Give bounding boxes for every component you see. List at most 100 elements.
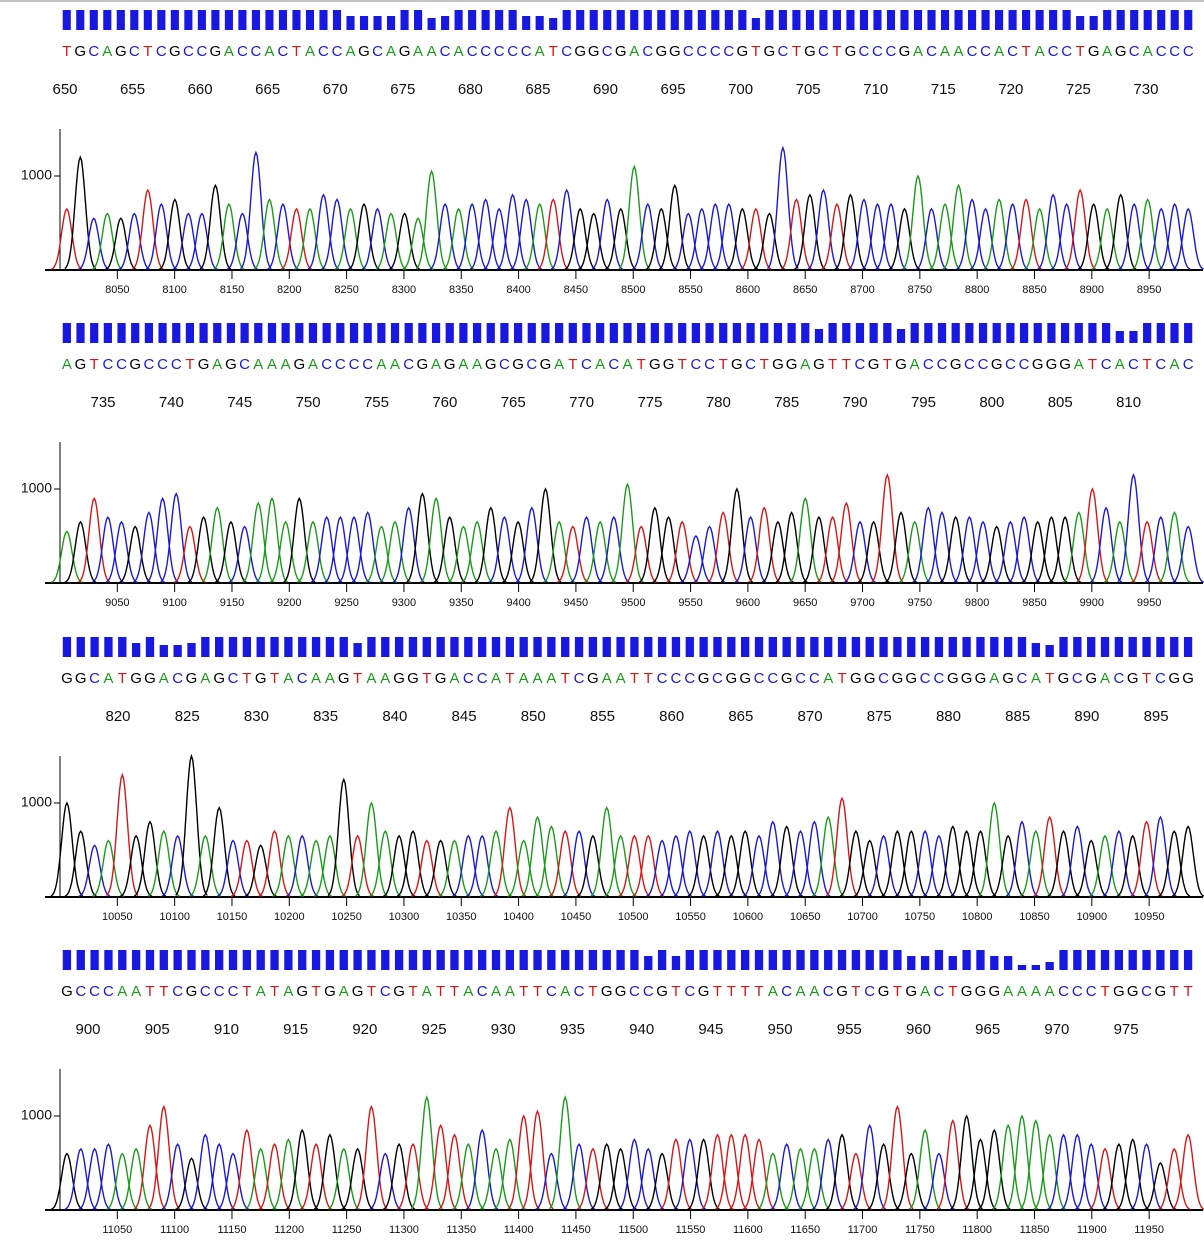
base-letter: G [950, 356, 962, 373]
quality-bar [387, 16, 395, 30]
quality-bar [796, 950, 804, 970]
trace-peak [79, 845, 111, 896]
base-letter: T [242, 670, 251, 687]
base-letter: C [237, 43, 248, 60]
quality-bar [309, 323, 317, 343]
quality-bar [755, 637, 763, 657]
trace-peak [899, 522, 930, 582]
base-letter: A [366, 670, 376, 687]
base-letter: C [561, 43, 572, 60]
trace-peak [439, 1135, 471, 1209]
base-letter: G [417, 356, 429, 373]
base-letter: G [1085, 670, 1097, 687]
trace-peak [729, 831, 761, 896]
x-tick-label: 8050 [105, 284, 129, 296]
quality-bar [1170, 323, 1178, 343]
quality-bar [487, 323, 495, 343]
base-letter: G [850, 670, 862, 687]
base-letter: T [561, 670, 570, 687]
base-letter: T [1143, 356, 1152, 373]
trace-peak [270, 522, 301, 582]
quality-bar [455, 10, 463, 30]
base-letter: G [130, 670, 142, 687]
quality-bar [603, 637, 611, 657]
quality-bar [174, 950, 182, 970]
base-letter: C [171, 356, 182, 373]
base-letter: C [1183, 356, 1194, 373]
quality-bar [833, 10, 841, 30]
base-letter: C [934, 670, 945, 687]
base-position: 790 [843, 394, 868, 411]
quality-bar [755, 950, 763, 970]
x-tick-label: 10100 [159, 911, 190, 923]
chromatogram-screenshot: TGCAGCTCGCCGACCACTACCAGCAGAACACCCCCATCGG… [0, 0, 1204, 1257]
quality-bar [350, 323, 358, 343]
base-letter: T [832, 43, 841, 60]
quality-bar [284, 637, 292, 657]
base-position: 945 [698, 1021, 723, 1038]
quality-bar [692, 323, 700, 343]
base-letter: A [427, 43, 437, 60]
trace-peak [1048, 831, 1080, 896]
quality-bar [658, 950, 666, 970]
base-letter: G [1127, 983, 1139, 1000]
quality-bar [428, 18, 436, 30]
trace-peak [314, 836, 346, 896]
quality-bar [699, 637, 707, 657]
base-position: 975 [1114, 1021, 1139, 1038]
base-letter: T [713, 983, 722, 1000]
base-position: 860 [659, 708, 684, 725]
trace-peak [494, 1140, 525, 1210]
quality-bar [705, 323, 713, 343]
trace-peak [78, 218, 109, 269]
quality-bar [842, 323, 850, 343]
x-tick-label: 8750 [908, 284, 932, 296]
x-tick-label: 11800 [962, 1224, 992, 1236]
base-letter: G [649, 356, 661, 373]
base-letter: G [1002, 670, 1014, 687]
quality-bar [473, 323, 481, 343]
base-letter: A [264, 43, 274, 60]
base-letter: C [683, 43, 694, 60]
quality-bar [1143, 323, 1151, 343]
quality-bar [990, 637, 998, 657]
base-letter: G [739, 670, 751, 687]
trace-peak [591, 808, 623, 896]
base-letter: C [103, 983, 114, 1000]
x-tick-label: 10950 [1134, 911, 1165, 923]
quality-bar [1156, 950, 1164, 970]
quality-bar [298, 637, 306, 657]
base-letter: C [467, 43, 478, 60]
quality-bar [117, 323, 125, 343]
quality-bar [211, 10, 219, 30]
quality-bar [838, 637, 846, 657]
x-tick-label: 10200 [274, 911, 305, 923]
trace-peak [508, 841, 540, 897]
base-letter: G [895, 356, 907, 373]
quality-bar [326, 637, 334, 657]
quality-bar [829, 323, 837, 343]
base-letter: A [602, 670, 612, 687]
x-tick-label: 8950 [1137, 284, 1161, 296]
base-letter: A [422, 983, 432, 1000]
trace-peak [1117, 836, 1149, 896]
base-letter: A [1102, 43, 1112, 60]
base-position: 750 [296, 394, 321, 411]
quality-bar [787, 323, 795, 343]
base-letter: C [196, 43, 207, 60]
trace-peak [480, 1149, 512, 1209]
quality-bar [132, 950, 140, 970]
x-tick-label: 9750 [908, 597, 932, 609]
quality-bar [130, 10, 138, 30]
quality-bar [336, 323, 344, 343]
quality-bar [1116, 331, 1124, 343]
trace-peak [356, 803, 388, 896]
quality-bar [644, 10, 652, 30]
quality-bar [76, 323, 84, 343]
quality-bar [713, 950, 721, 970]
quality-bar [213, 323, 221, 343]
base-letter: G [485, 356, 497, 373]
base-letter: G [975, 670, 987, 687]
quality-bar [500, 323, 508, 343]
base-position: 940 [629, 1021, 654, 1038]
